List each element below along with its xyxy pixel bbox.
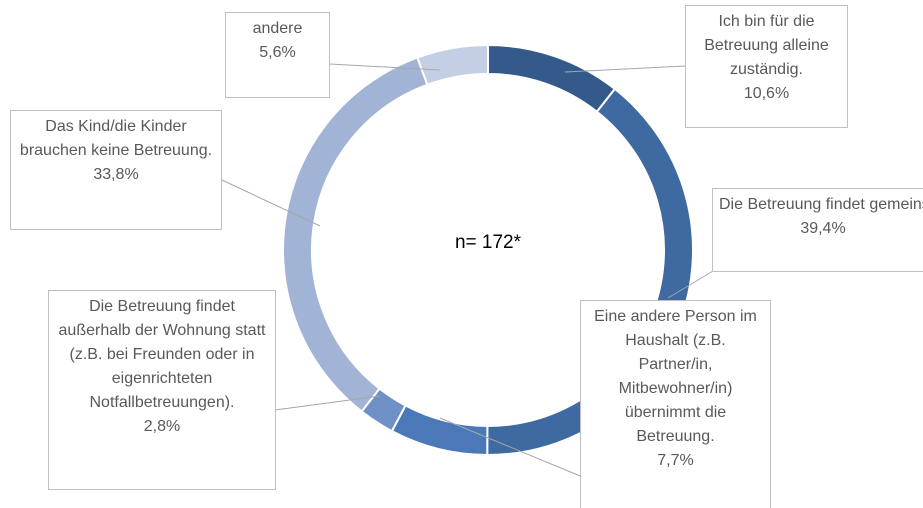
category-label: Ich bin für die Betreuung alleine zustän… <box>704 13 829 78</box>
value-label: 7,7% <box>657 452 694 469</box>
value-label: 2,8% <box>143 418 181 435</box>
category-label: Das Kind/die Kinder brauchen keine Betre… <box>19 118 213 159</box>
donut-segment <box>415 43 489 87</box>
leader-line <box>667 267 719 299</box>
category-label: Die Betreuung findet außerhalb der Wohnu… <box>58 298 266 411</box>
center-annotation: n= 172* <box>454 232 522 253</box>
data-label-box: andere 5,6% <box>225 12 330 98</box>
data-label-box: Das Kind/die Kinder brauchen keine Betre… <box>10 110 222 230</box>
leader-line <box>221 179 321 227</box>
donut-segment <box>487 43 617 114</box>
value-label: 10,6% <box>743 85 790 102</box>
donut-segment <box>282 56 429 413</box>
data-label-box: Die Betreuung findet außerhalb der Wohnu… <box>48 290 276 490</box>
value-label: 39,4% <box>800 220 846 237</box>
data-label-box: Eine andere Person im Haushalt (z.B. Par… <box>580 300 771 508</box>
donut-segment <box>390 404 489 457</box>
data-label-box: Ich bin für die Betreuung alleine zustän… <box>685 5 848 128</box>
leader-line <box>329 63 441 71</box>
category-label: Die Betreuung findet gemeinsam statt. <box>719 196 923 213</box>
value-label: 33,8% <box>93 166 139 183</box>
value-label: 5,6% <box>259 44 296 61</box>
category-label: Eine andere Person im Haushalt (z.B. Par… <box>594 308 757 445</box>
leader-line <box>274 395 381 411</box>
data-label-box: Die Betreuung findet gemeinsam statt. 39,… <box>712 188 923 272</box>
leader-line <box>564 65 686 73</box>
leader-line <box>439 417 586 479</box>
category-label: andere <box>252 20 303 37</box>
donut-segment <box>360 387 407 433</box>
